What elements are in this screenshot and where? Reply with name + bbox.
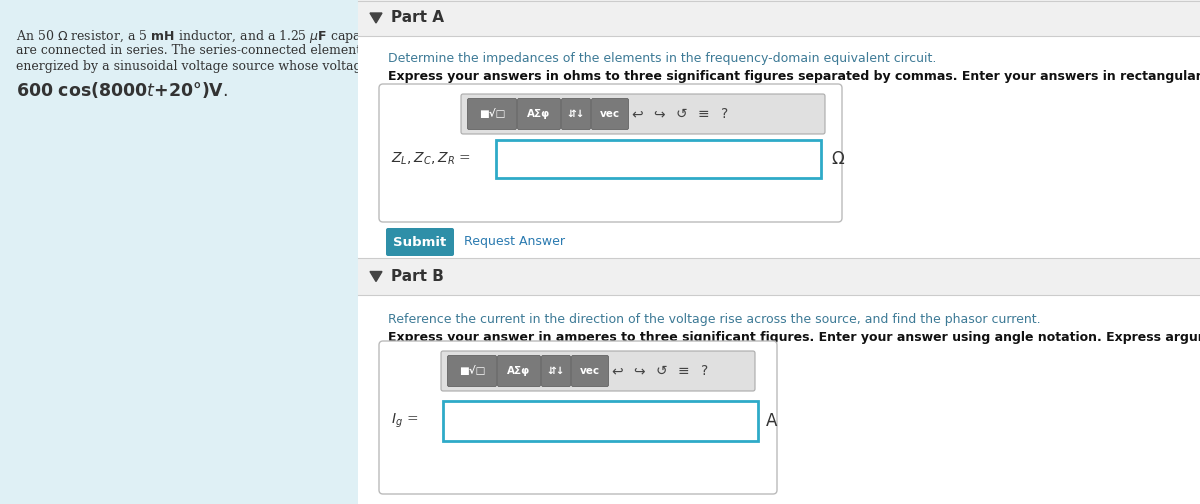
Text: A: A	[766, 412, 778, 430]
Text: $\mathbf{600\ cos(8000}t\mathbf{+20°)V}$.: $\mathbf{600\ cos(8000}t\mathbf{+20°)V}$…	[16, 80, 228, 100]
FancyBboxPatch shape	[562, 98, 590, 130]
FancyBboxPatch shape	[571, 355, 608, 387]
Text: ↩: ↩	[631, 107, 643, 121]
Text: $Z_L, Z_C, Z_R$ =: $Z_L, Z_C, Z_R$ =	[391, 151, 470, 167]
Text: Determine the impedances of the elements in the frequency-domain equivalent circ: Determine the impedances of the elements…	[388, 52, 936, 65]
Text: energized by a sinusoidal voltage source whose voltage is: energized by a sinusoidal voltage source…	[16, 60, 383, 73]
Text: ↪: ↪	[653, 107, 665, 121]
Text: Request Answer: Request Answer	[464, 235, 565, 248]
Text: ↩: ↩	[611, 364, 623, 378]
FancyBboxPatch shape	[498, 355, 540, 387]
FancyBboxPatch shape	[592, 98, 629, 130]
Text: $I_g$ =: $I_g$ =	[391, 412, 418, 430]
Text: Part A: Part A	[391, 11, 444, 26]
Text: An 50 $\Omega$ resistor, a 5 $\mathbf{mH}$ inductor, and a 1.25 $\mu\mathbf{F}$ : An 50 $\Omega$ resistor, a 5 $\mathbf{mH…	[16, 28, 391, 45]
FancyBboxPatch shape	[461, 94, 826, 134]
Text: Part B: Part B	[391, 269, 444, 284]
FancyBboxPatch shape	[541, 355, 570, 387]
Text: vec: vec	[600, 109, 620, 119]
Text: Reference the current in the direction of the voltage rise across the source, an: Reference the current in the direction o…	[388, 313, 1040, 326]
Text: ■√□: ■√□	[458, 366, 485, 376]
FancyBboxPatch shape	[448, 355, 497, 387]
FancyBboxPatch shape	[358, 258, 1200, 295]
FancyBboxPatch shape	[358, 36, 1200, 258]
FancyBboxPatch shape	[379, 84, 842, 222]
FancyBboxPatch shape	[386, 228, 454, 256]
FancyBboxPatch shape	[468, 98, 516, 130]
FancyBboxPatch shape	[358, 295, 1200, 504]
Text: ↺: ↺	[676, 107, 686, 121]
Text: vec: vec	[580, 366, 600, 376]
FancyBboxPatch shape	[0, 0, 358, 504]
Text: ?: ?	[721, 107, 728, 121]
Text: ■√□: ■√□	[479, 109, 505, 119]
FancyBboxPatch shape	[358, 0, 1200, 36]
Polygon shape	[370, 272, 382, 282]
FancyBboxPatch shape	[442, 351, 755, 391]
Polygon shape	[370, 13, 382, 23]
Text: Submit: Submit	[394, 235, 446, 248]
Text: ↪: ↪	[634, 364, 644, 378]
Text: ≡: ≡	[697, 107, 709, 121]
FancyBboxPatch shape	[496, 140, 821, 178]
Text: ⇵↓: ⇵↓	[568, 109, 584, 119]
FancyBboxPatch shape	[443, 401, 758, 441]
Text: Express your answer in amperes to three significant figures. Enter your answer u: Express your answer in amperes to three …	[388, 331, 1200, 344]
Text: Express your answers in ohms to three significant figures separated by commas. E: Express your answers in ohms to three si…	[388, 70, 1200, 83]
FancyBboxPatch shape	[379, 341, 778, 494]
Text: ?: ?	[701, 364, 709, 378]
Text: Ω: Ω	[830, 150, 844, 168]
Text: AΣφ: AΣφ	[527, 109, 551, 119]
FancyBboxPatch shape	[517, 98, 560, 130]
FancyBboxPatch shape	[358, 0, 1200, 504]
Text: ≡: ≡	[677, 364, 689, 378]
Text: ⇵↓: ⇵↓	[547, 366, 565, 376]
Text: ↺: ↺	[655, 364, 667, 378]
Text: are connected in series. The series-connected elements are: are connected in series. The series-conn…	[16, 44, 392, 57]
Text: AΣφ: AΣφ	[508, 366, 530, 376]
